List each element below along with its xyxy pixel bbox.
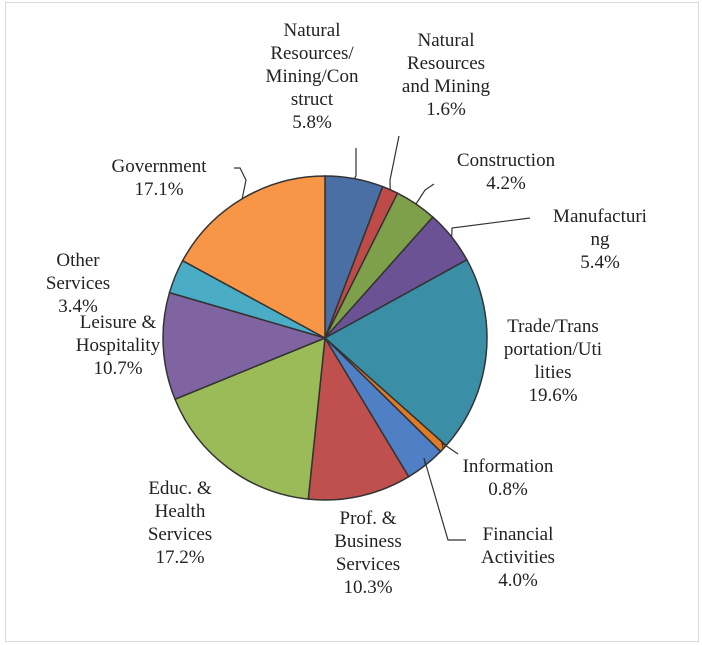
slice-label: Educ. & Health Services 17.2% [148, 478, 212, 568]
slice-label: Trade/Trans portation/Uti lities 19.6% [504, 316, 602, 406]
slice-label-line: Trade/Trans [507, 316, 599, 337]
slice-label-line: Services [336, 554, 400, 575]
slice-label-line: Services [46, 273, 110, 294]
slice-label: Prof. & Business Services 10.3% [334, 508, 402, 598]
leader-line [451, 217, 531, 238]
pie-slice-educ-health-services [174, 336, 326, 500]
slice-label: Natural Resources/Mining/Con struct 5.8% [266, 20, 359, 133]
slice-label-line: struct [291, 89, 334, 110]
slice-label-line: Natural [284, 20, 341, 41]
slice-label-line: Leisure & [80, 312, 157, 333]
slice-label: Construction 4.2% [457, 150, 556, 194]
slice-label-line: 4.2% [486, 173, 526, 194]
slice-label-line: 17.1% [134, 179, 183, 200]
slice-label: Financial Activities 4.0% [481, 524, 555, 591]
slice-label-line: Manufacturi [553, 206, 647, 227]
slice-label-line: Financial [483, 524, 554, 545]
slice-label: Leisure & Hospitality 10.7% [76, 312, 161, 379]
slice-label-line: Construction [457, 150, 556, 171]
slice-label-line: Other [56, 250, 100, 271]
slice-labels: Natural Resources/Mining/Con struct 5.8%Nat… [46, 20, 647, 598]
slice-label: Government 17.1% [112, 156, 208, 200]
slice-label-line: 3.4% [58, 296, 98, 317]
leader-line [423, 457, 466, 541]
slice-label: Information 0.8% [463, 456, 554, 500]
slice-label-line: Resources [407, 53, 485, 74]
slice-label-line: 17.2% [155, 547, 204, 568]
slice-label-line: Activities [481, 547, 555, 568]
pie-slice-prof-business-services [307, 335, 410, 501]
slice-label-line: ng [591, 229, 611, 250]
slice-label-line: and Mining [402, 76, 491, 97]
slice-label-line: portation/Uti [504, 339, 602, 360]
slice-label-line: 10.7% [93, 358, 142, 379]
pie-slice-trade-transportation-utilities [323, 258, 488, 447]
slice-label-line: 5.4% [580, 252, 620, 273]
slice-label-line: 4.0% [498, 570, 538, 591]
leader-line [389, 135, 400, 190]
pie-slices [162, 175, 488, 501]
slice-label-line: lities [535, 362, 572, 383]
slice-label-line: 5.8% [292, 112, 332, 133]
slice-label-line: Business [334, 531, 402, 552]
leader-line [415, 183, 435, 205]
slice-label-line: Hospitality [76, 335, 161, 356]
slice-label-line: 1.6% [426, 99, 466, 120]
slice-label-line: Services [148, 524, 212, 545]
slice-label-line: Natural [418, 30, 475, 51]
slice-label-line: Prof. & [340, 508, 397, 529]
slice-label-line: Resources/ [270, 43, 354, 64]
leader-line [441, 441, 459, 455]
slice-label-line: Mining/Con [266, 66, 359, 87]
slice-label-line: 0.8% [488, 479, 528, 500]
slice-label-line: Information [463, 456, 554, 477]
slice-label: Manufacturi ng 5.4% [553, 206, 647, 273]
slice-label-line: 19.6% [528, 385, 577, 406]
leader-line [353, 148, 357, 180]
slice-label-line: Government [112, 156, 208, 177]
slice-label: Other Services 3.4% [46, 250, 110, 317]
slice-label: Natural Resources and Mining 1.6% [402, 30, 491, 120]
slice-label-line: 10.3% [343, 577, 392, 598]
leader-lines [234, 135, 531, 541]
slice-label-line: Health [155, 501, 206, 522]
pie-slice-leisure-hospitality [162, 291, 328, 401]
leader-line [234, 167, 247, 199]
slice-label-line: Educ. & [148, 478, 212, 499]
pie-slice-government [181, 175, 326, 340]
